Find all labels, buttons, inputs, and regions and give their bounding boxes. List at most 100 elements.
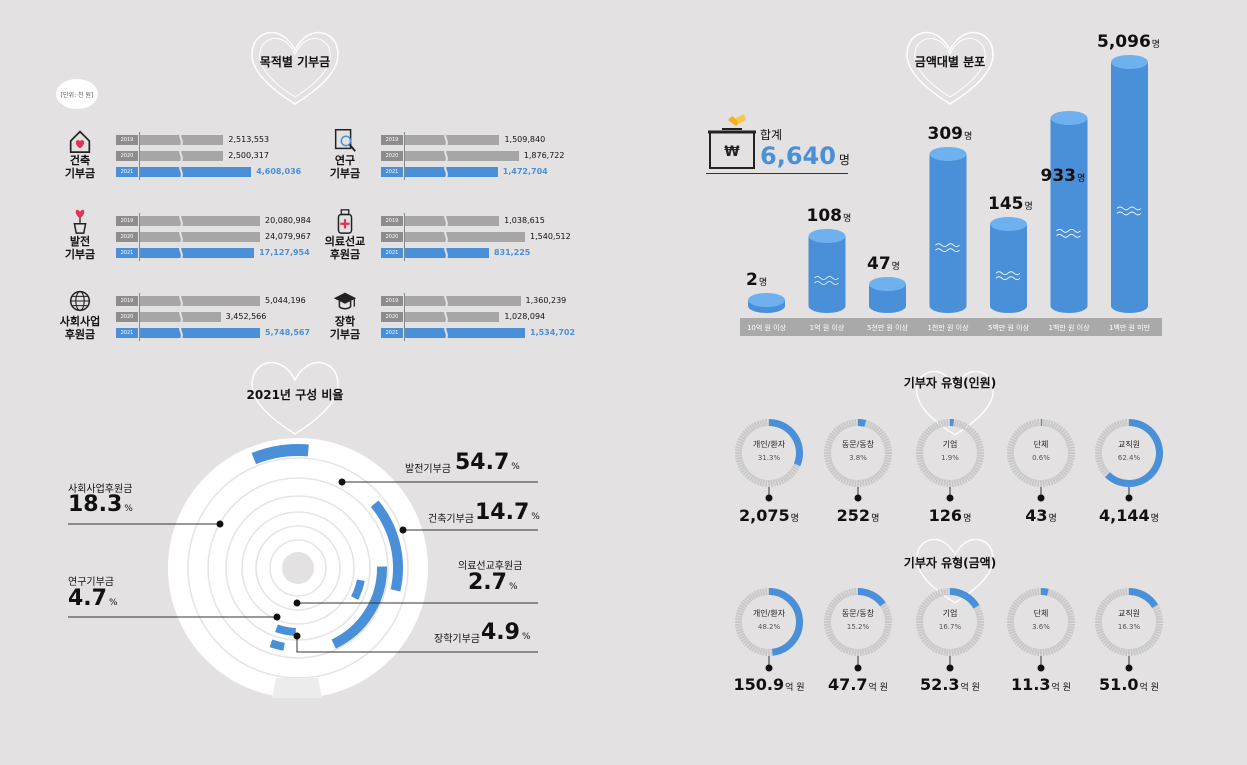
bar-value: 1,028,094 [504,312,546,321]
donut-tick [737,606,745,612]
donut-dot [946,664,954,672]
donut-tick [917,440,925,445]
heart-outline-icon [251,31,339,105]
donut-tick [1020,474,1027,482]
unit-badge: [단위: 천 원] [56,79,98,109]
donut-tick [1067,618,1075,621]
donut-tick [975,440,983,445]
bar-value: 1,472,704 [502,167,548,176]
donut-tick [916,443,925,447]
year-tag: 2021 [381,328,403,338]
donut-tick [1122,419,1126,427]
donut-tick [880,435,888,441]
donut-name: 기업 [942,609,958,618]
donut-tick [842,646,848,654]
donut-tick [1012,432,1020,439]
cylinder-bottom [1050,299,1088,313]
donut-tick [835,595,842,602]
bar-value: 4,608,036 [256,167,302,176]
donut-tick [943,419,947,427]
donut-caption: 단체 3.6% [1011,608,1071,631]
donut-tick [946,479,949,487]
donut-tick [1111,423,1117,431]
donut-dot [765,664,773,672]
donut-tick [975,628,984,632]
wave-mark [995,276,1021,281]
donut-tick [1018,642,1025,649]
bar-value: 3,452,566 [225,312,267,321]
donut-tick [1122,648,1126,656]
donut-tick [1042,419,1045,427]
ring-guide [269,539,327,597]
pct-number: 54.7 [455,450,510,475]
donut-tick [1012,467,1020,474]
donut-tick [1155,623,1163,626]
donut-name: 동문/동창 [841,440,875,449]
ring-guide [225,495,371,641]
pct-number: 4.9 [481,620,520,645]
donut-tick [1113,421,1119,429]
donut-tick [1025,477,1031,485]
donut-tick [968,640,975,647]
donut-tick [916,456,924,460]
donut-tick [1057,642,1064,649]
donut-tick [956,419,960,428]
axis-break-mark [179,150,183,162]
donut-tick [1047,647,1051,656]
group-label-line: 의료선교 [324,235,366,248]
donut-tick [1108,643,1115,651]
donut-tick [932,423,938,431]
donut-tick [746,595,753,602]
donut-tick [1049,589,1054,597]
donut-tick [735,454,743,457]
ballot-box-icon: ₩ [708,114,756,169]
year-tag: 2019 [381,296,403,306]
donut-tick [1023,475,1029,483]
donut-pct: 48.2% [757,623,781,631]
bar [140,167,252,177]
axis-break-mark [179,215,183,227]
donut-tick [1119,647,1123,656]
donut-tick [940,478,944,487]
donut-number: 150.9 [733,675,785,694]
donut-tick [1066,628,1075,632]
donut-tick [976,456,984,460]
donut-tick [829,467,837,474]
cylinder-number: 309 [927,124,964,144]
donut-tick [744,428,751,435]
cylinder-top [929,147,967,161]
donut-tick [781,475,787,483]
donut-tick [825,609,833,614]
donut-tick [932,644,938,652]
donut-tick [1066,459,1075,463]
donut-tick [921,432,929,439]
donut-tick [829,432,837,439]
donut-tick [826,606,834,612]
donut-tick [1095,443,1104,447]
donut-tick [1067,456,1075,460]
donut-number: 43 [1025,506,1048,525]
ring-center [282,552,314,584]
composition-value: 4.7% [68,586,118,611]
donut-tick [927,595,934,602]
cylinder-bottom [808,299,846,313]
donut-tick [828,465,836,471]
donut-tick [1047,419,1051,428]
donut-tick [1031,419,1035,428]
donut-tick [765,648,768,656]
donut-tick [735,628,744,632]
pct-number: 14.7 [475,500,530,525]
cylinder-unit: 명 [1077,174,1086,184]
donut-tick [1095,454,1103,457]
donut-tick [1053,644,1059,652]
cylinder-value: 2명 [746,270,767,290]
donut-tick [753,421,759,429]
donut-value: 150.9억 원 [724,675,814,694]
donut-tick [837,424,844,432]
donut-tick [1096,609,1104,614]
donut-tick [1097,437,1105,443]
year-tag: 2020 [116,151,138,161]
donut-tick [1067,446,1075,450]
donut-tick [1057,595,1064,602]
donut-tick [1125,588,1128,596]
